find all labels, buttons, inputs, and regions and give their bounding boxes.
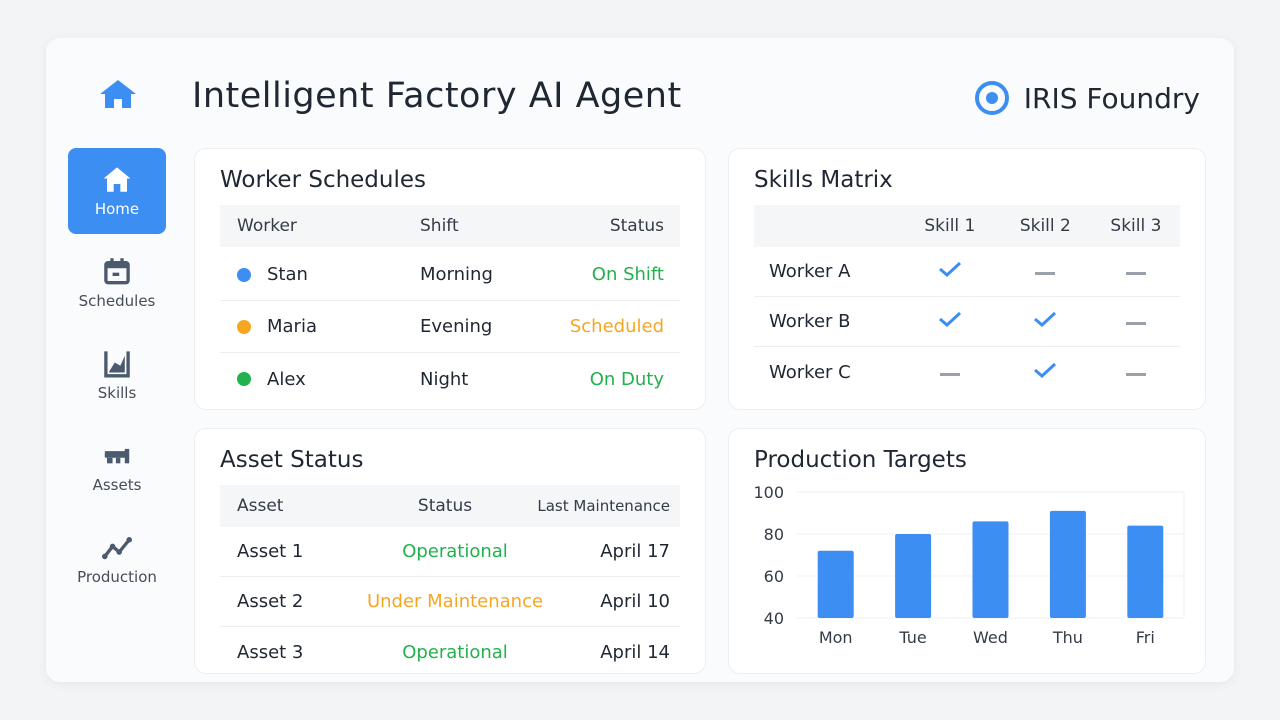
check-icon [939,261,962,278]
target-icon [974,81,1009,115]
production-targets-card: Production Targets 100 80 60 40 Mon Tue Wed Thu… [728,428,1206,674]
col-asset: Asset [237,496,284,516]
dash-icon [1125,272,1146,275]
table-row: Asset 3 Operational April 14 [220,627,680,677]
x-tick-label: Fri [1136,628,1155,647]
status-badge: Operational [402,541,508,562]
worker-schedules-card: Worker Schedules Worker Shift Status Sta… [194,148,706,410]
worker-name: Stan [267,264,308,285]
asset-name: Asset 2 [237,591,304,612]
table-row: Asset 2 Under Maintenance April 10 [220,577,680,627]
sidebar-item-home[interactable]: Home [68,148,166,234]
table-header: Worker Shift Status [220,205,680,247]
worker-name: Worker B [769,311,851,332]
dash-icon [1125,322,1146,325]
sidebar-item-label: Home [94,200,140,218]
bar-thu [1049,510,1086,618]
check-icon [939,311,962,328]
last-maintenance: April 17 [600,541,670,562]
brand: IRIS Foundry [974,80,1200,116]
bar-wed [972,521,1009,618]
table-row: Alex Night On Duty [220,353,680,405]
col-skill-2: Skill 2 [1019,216,1071,236]
col-last-maintenance: Last Maintenance [537,497,670,515]
check-icon [1034,362,1057,378]
calendar-icon [104,258,130,285]
app-window: Intelligent Factory AI Agent IRIS Foundr… [46,38,1234,682]
x-tick-label: Wed [973,628,1008,647]
col-status: Status [609,216,664,236]
col-skill-1: Skill 1 [924,216,976,236]
shift: Evening [420,316,493,337]
x-tick-label: Tue [898,628,926,647]
home-icon [103,167,131,192]
asset-name: Asset 3 [237,641,304,663]
page-title: Intelligent Factory AI Agent [192,76,682,116]
sidebar-item-label: Schedules [78,292,156,310]
dash-icon [1125,372,1146,376]
sidebar-item-skills[interactable]: Skills [68,332,166,418]
sidebar-item-production[interactable]: Production [68,516,166,602]
skills-matrix-card: Skills Matrix Skill 1 Skill 2 Skill 3 Wo… [728,148,1206,410]
brand-name: IRIS Foundry [1023,81,1200,115]
trend-icon [102,537,132,560]
table-header: Asset Status Last Maintenance [220,485,680,527]
check-icon [1034,311,1057,328]
production-chart: 100 80 60 40 Mon Tue Wed Thu Fri [753,483,1185,647]
table-row: Maria Evening Scheduled [220,301,680,353]
col-shift: Shift [420,216,459,236]
x-tick-label: Thu [1052,628,1083,647]
status-badge: On Shift [591,264,664,285]
sidebar-item-label: Skills [97,384,137,402]
y-tick-label: 60 [764,567,784,586]
worker-name: Maria [267,316,317,337]
last-maintenance: April 10 [600,591,670,612]
y-tick-label: 100 [753,483,784,502]
bar-fri [1127,525,1164,618]
sidebar-item-schedules[interactable]: Schedules [68,240,166,326]
card-title: Production Targets [754,447,967,473]
table-row: Asset 1 Operational April 17 [220,527,680,577]
status-badge: Operational [402,641,508,663]
y-tick-label: 80 [764,525,784,544]
col-status: Status [417,496,473,516]
worker-name: Worker A [769,261,851,282]
last-maintenance: April 14 [600,641,670,663]
sidebar: Home Schedules Skills Assets Production [68,148,166,608]
col-worker: Worker [237,216,297,236]
status-dot [237,319,251,334]
sidebar-item-assets[interactable]: Assets [68,424,166,510]
table-row: Worker A [754,247,1180,297]
table-row: Stan Morning On Shift [220,249,680,301]
worker-name: Alex [267,368,306,390]
dash-icon [1035,272,1056,275]
shift: Morning [420,264,493,285]
status-badge: Under Maintenance [366,591,544,612]
card-title: Asset Status [220,447,364,473]
asset-name: Asset 1 [237,541,304,562]
table-row: Worker B [754,297,1180,347]
table-header: Skill 1 Skill 2 Skill 3 [754,205,1180,247]
dash-icon [940,372,961,376]
bar-tue [895,534,932,618]
sidebar-item-label: Production [77,568,157,586]
machine-icon [104,448,130,464]
chart-icon [104,351,130,378]
sidebar-item-label: Assets [92,476,142,494]
col-skill-3: Skill 3 [1110,216,1162,236]
status-dot [237,372,251,386]
shift: Night [420,368,469,390]
status-dot [237,267,251,282]
y-tick-label: 40 [764,609,784,628]
status-badge: On Duty [589,368,664,390]
card-title: Skills Matrix [754,167,893,193]
card-title: Worker Schedules [220,167,427,193]
asset-status-card: Asset Status Asset Status Last Maintenan… [194,428,706,674]
worker-name: Worker C [769,361,851,383]
status-badge: Scheduled [569,316,664,337]
home-icon [100,80,136,108]
bar-mon [817,550,854,618]
table-row: Worker C [754,347,1180,397]
x-tick-label: Mon [819,628,853,647]
